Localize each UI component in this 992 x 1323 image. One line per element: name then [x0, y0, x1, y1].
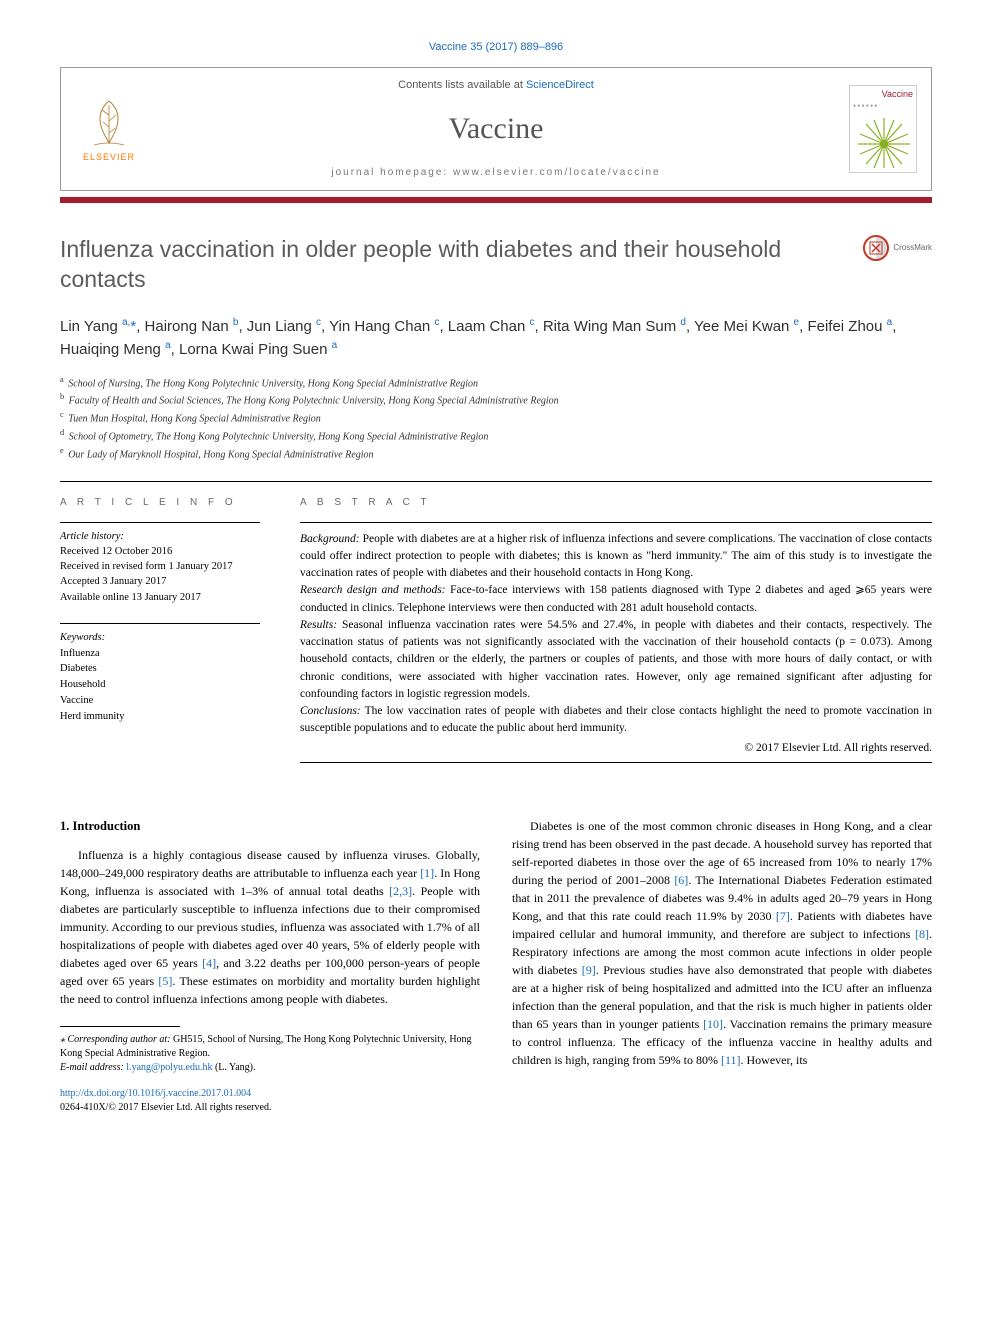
accent-bar [60, 197, 932, 203]
history-line: Received in revised form 1 January 2017 [60, 559, 260, 574]
intro-paragraph-2: Diabetes is one of the most common chron… [512, 817, 932, 1069]
ref-link[interactable]: [7] [776, 909, 790, 923]
keywords-block: Keywords: InfluenzaDiabetesHouseholdVacc… [60, 623, 260, 725]
corresponding-email-link[interactable]: l.yang@polyu.edu.hk [126, 1062, 212, 1073]
sciencedirect-link[interactable]: ScienceDirect [526, 79, 594, 91]
abstract-label: A B S T R A C T [300, 496, 932, 510]
abstract-section: Background: People with diabetes are at … [300, 531, 932, 583]
abstract-bottom-rule [300, 762, 932, 763]
journal-name: Vaccine [143, 108, 849, 150]
keyword: Household [60, 677, 260, 693]
crossmark-label: CrossMark [893, 242, 932, 253]
contents-available-line: Contents lists available at ScienceDirec… [143, 78, 849, 93]
ref-link[interactable]: [6] [674, 873, 688, 887]
ref-link[interactable]: [2,3] [389, 884, 412, 898]
keyword: Influenza [60, 646, 260, 662]
ref-link[interactable]: [10] [703, 1017, 723, 1031]
doi-block: http://dx.doi.org/10.1016/j.vaccine.2017… [60, 1087, 480, 1115]
footnote-rule [60, 1026, 180, 1027]
keyword: Vaccine [60, 693, 260, 709]
affiliation-line: c Tuen Mun Hospital, Hong Kong Special A… [60, 409, 932, 427]
affiliation-line: e Our Lady of Maryknoll Hospital, Hong K… [60, 445, 932, 463]
ref-link[interactable]: [1] [420, 866, 434, 880]
intro-paragraph-1: Influenza is a highly contagious disease… [60, 846, 480, 1008]
journal-homepage-line: journal homepage: www.elsevier.com/locat… [143, 166, 849, 180]
abstract-section: Research design and methods: Face-to-fac… [300, 582, 932, 617]
article-history: Article history: Received 12 October 201… [60, 522, 260, 605]
ref-link[interactable]: [4] [202, 956, 216, 970]
article-info-label: A R T I C L E I N F O [60, 496, 260, 510]
issn-copyright-line: 0264-410X/© 2017 Elsevier Ltd. All right… [60, 1102, 271, 1113]
abstract-body: Background: People with diabetes are at … [300, 522, 932, 738]
body-column-left: 1. Introduction Influenza is a highly co… [60, 817, 480, 1115]
body-column-right: Diabetes is one of the most common chron… [512, 817, 932, 1115]
ref-link[interactable]: [5] [158, 974, 172, 988]
history-line: Received 12 October 2016 [60, 544, 260, 559]
journal-homepage-url: www.elsevier.com/locate/vaccine [453, 167, 661, 178]
cover-art-icon [850, 110, 917, 170]
affiliation-line: b Faculty of Health and Social Sciences,… [60, 391, 932, 409]
journal-header: ELSEVIER Contents lists available at Sci… [60, 67, 932, 190]
publisher-name: ELSEVIER [83, 151, 135, 164]
ref-link[interactable]: [9] [582, 963, 596, 977]
article-title: Influenza vaccination in older people wi… [60, 235, 845, 295]
citation-line: Vaccine 35 (2017) 889–896 [60, 40, 932, 55]
corresponding-author-footnote: ⁎ Corresponding author at: GH515, School… [60, 1033, 480, 1075]
ref-link[interactable]: [8] [915, 927, 929, 941]
crossmark-badge[interactable]: CrossMark [863, 235, 932, 261]
affiliations: a School of Nursing, The Hong Kong Polyt… [60, 374, 932, 463]
history-line: Accepted 3 January 2017 [60, 574, 260, 589]
section-divider [60, 481, 932, 482]
citation-link[interactable]: Vaccine 35 (2017) 889–896 [429, 41, 563, 53]
author-list: Lin Yang a,*, Hairong Nan b, Jun Liang c… [60, 315, 932, 362]
section-heading-intro: 1. Introduction [60, 817, 480, 836]
journal-cover-thumbnail: Vaccine ● ● ● ● ● ● [849, 85, 917, 173]
doi-link[interactable]: http://dx.doi.org/10.1016/j.vaccine.2017… [60, 1088, 251, 1099]
affiliation-line: d School of Optometry, The Hong Kong Pol… [60, 427, 932, 445]
abstract-section: Results: Seasonal influenza vaccination … [300, 617, 932, 703]
affiliation-line: a School of Nursing, The Hong Kong Polyt… [60, 374, 932, 392]
elsevier-tree-icon [84, 95, 134, 149]
abstract-copyright: © 2017 Elsevier Ltd. All rights reserved… [300, 740, 932, 756]
history-line: Available online 13 January 2017 [60, 590, 260, 605]
keyword: Herd immunity [60, 709, 260, 725]
crossmark-icon [863, 235, 889, 261]
publisher-logo: ELSEVIER [75, 90, 143, 168]
keyword: Diabetes [60, 661, 260, 677]
ref-link[interactable]: [11] [721, 1053, 741, 1067]
abstract-section: Conclusions: The low vaccination rates o… [300, 703, 932, 738]
